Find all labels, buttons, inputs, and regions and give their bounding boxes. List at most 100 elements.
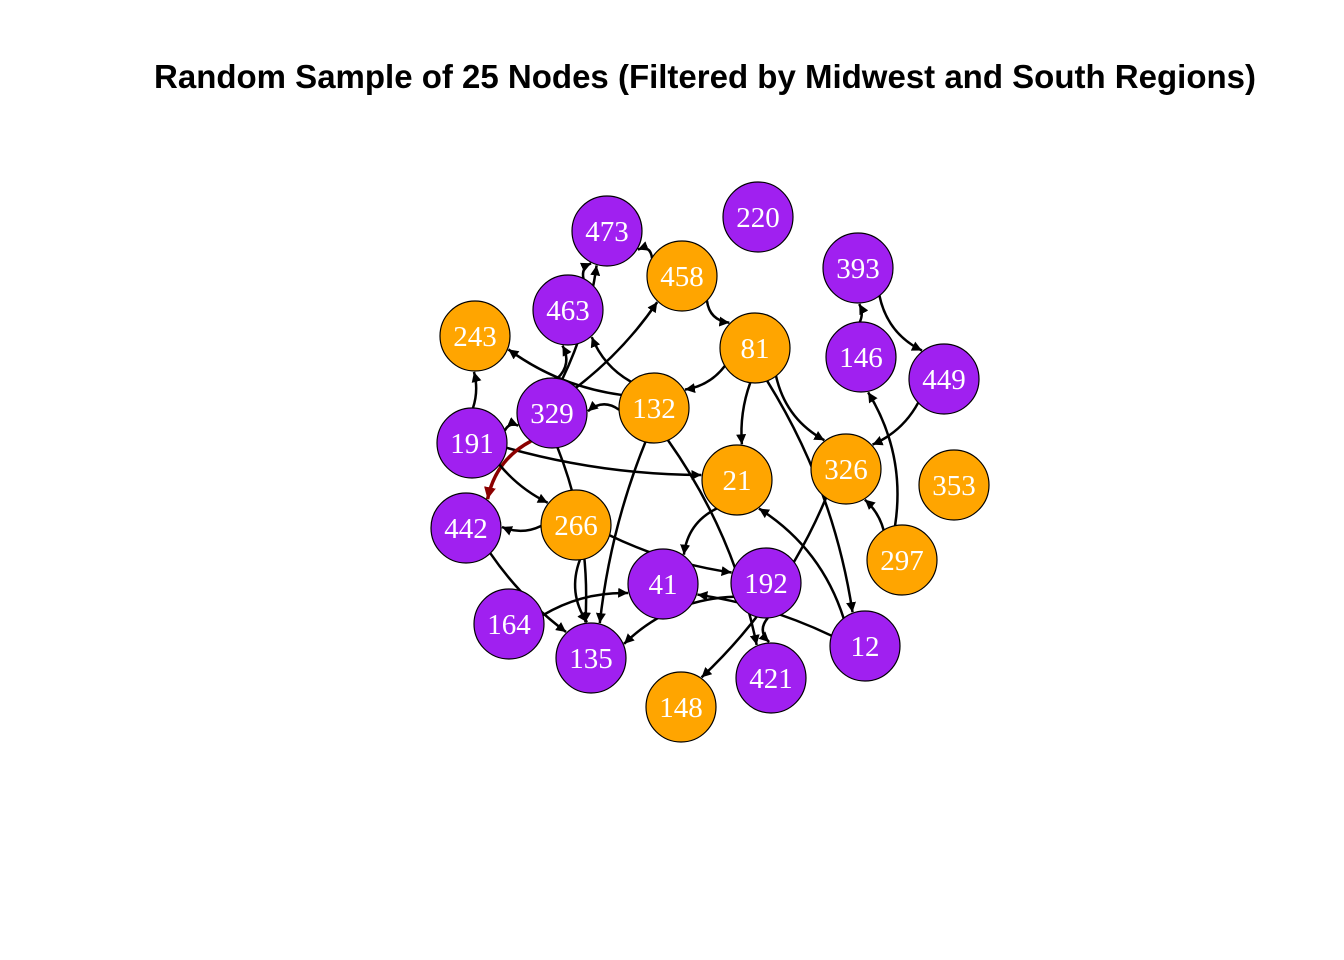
node-12: 12 — [829, 610, 901, 682]
node-label-353: 353 — [932, 470, 976, 502]
node-132: 132 — [618, 372, 690, 444]
node-label-220: 220 — [736, 202, 780, 234]
node-circle-148 — [645, 671, 717, 743]
edge-297-to-326 — [864, 498, 885, 531]
node-label-21: 21 — [723, 465, 752, 497]
node-circle-297 — [866, 524, 938, 596]
node-circle-192 — [730, 547, 802, 619]
node-circle-393 — [822, 232, 894, 304]
node-label-12: 12 — [851, 631, 880, 663]
edge-191-to-329 — [503, 417, 519, 432]
edge-21-to-41 — [680, 507, 718, 555]
edge-81-to-21 — [736, 382, 752, 445]
node-circle-329 — [516, 377, 588, 449]
node-label-81: 81 — [741, 333, 770, 365]
node-circle-164 — [473, 588, 545, 660]
edges-layer — [471, 241, 923, 679]
node-circle-449 — [908, 343, 980, 415]
edge-393-to-449 — [878, 295, 923, 352]
node-label-326: 326 — [824, 454, 868, 486]
edge-329-to-463 — [556, 344, 572, 380]
node-329: 329 — [516, 377, 588, 449]
edge-297-to-146 — [867, 391, 899, 526]
node-circle-326 — [810, 433, 882, 505]
node-circle-146 — [825, 321, 897, 393]
node-circle-243 — [439, 300, 511, 372]
node-266: 266 — [540, 489, 612, 561]
node-220: 220 — [722, 181, 794, 253]
node-circle-463 — [532, 274, 604, 346]
node-353: 353 — [918, 449, 990, 521]
node-81: 81 — [719, 312, 791, 384]
node-circle-191 — [436, 407, 508, 479]
chart-title: Random Sample of 25 Nodes (Filtered by M… — [154, 58, 1256, 95]
node-circle-473 — [571, 195, 643, 267]
node-label-266: 266 — [554, 510, 598, 542]
edge-463-to-473 — [579, 262, 592, 279]
node-393: 393 — [822, 232, 894, 304]
node-circle-21 — [701, 444, 773, 516]
node-243: 243 — [439, 300, 511, 372]
edge-191-to-21 — [506, 446, 702, 480]
node-label-41: 41 — [649, 569, 678, 601]
node-circle-41 — [627, 548, 699, 620]
node-label-132: 132 — [632, 393, 676, 425]
node-146: 146 — [825, 321, 897, 393]
node-circle-81 — [719, 312, 791, 384]
node-473: 473 — [571, 195, 643, 267]
edge-458-to-81 — [705, 300, 730, 327]
node-circle-266 — [540, 489, 612, 561]
edge-132-to-329 — [587, 400, 620, 413]
edge-132-to-135 — [595, 441, 647, 624]
node-191: 191 — [436, 407, 508, 479]
node-circle-220 — [722, 181, 794, 253]
node-326: 326 — [810, 433, 882, 505]
edge-81-to-132 — [684, 365, 726, 394]
node-label-329: 329 — [530, 398, 574, 430]
edge-458-to-473 — [637, 241, 654, 259]
node-label-164: 164 — [487, 609, 531, 641]
nodes-layer: 473 220 458 393 463 243 81 146 449 329 132 191 21 326… — [430, 181, 990, 743]
node-circle-442 — [430, 492, 502, 564]
node-circle-421 — [735, 642, 807, 714]
edge-192-to-421 — [758, 617, 771, 643]
node-circle-458 — [646, 240, 718, 312]
node-circle-353 — [918, 449, 990, 521]
node-label-191: 191 — [450, 428, 494, 460]
edge-146-to-393 — [858, 303, 869, 323]
node-label-463: 463 — [546, 295, 590, 327]
node-442: 442 — [430, 492, 502, 564]
node-458: 458 — [646, 240, 718, 312]
node-label-473: 473 — [585, 216, 629, 248]
node-circle-12 — [829, 610, 901, 682]
node-164: 164 — [473, 588, 545, 660]
node-192: 192 — [730, 547, 802, 619]
node-label-458: 458 — [660, 261, 704, 293]
node-label-297: 297 — [880, 545, 924, 577]
edge-132-to-421 — [666, 439, 760, 646]
node-label-393: 393 — [836, 253, 880, 285]
node-148: 148 — [645, 671, 717, 743]
node-421: 421 — [735, 642, 807, 714]
edge-329-to-442 — [484, 439, 532, 500]
node-label-148: 148 — [659, 692, 703, 724]
node-449: 449 — [908, 343, 980, 415]
node-circle-135 — [555, 622, 627, 694]
edge-12-to-21 — [758, 507, 845, 619]
edge-164-to-41 — [542, 587, 629, 617]
node-label-135: 135 — [569, 643, 613, 675]
node-label-146: 146 — [839, 342, 883, 374]
edge-132-to-463 — [590, 336, 632, 383]
node-label-243: 243 — [453, 321, 497, 353]
node-label-421: 421 — [749, 663, 793, 695]
node-463: 463 — [532, 274, 604, 346]
edge-449-to-326 — [872, 402, 920, 446]
node-label-442: 442 — [444, 513, 488, 545]
node-41: 41 — [627, 548, 699, 620]
node-circle-132 — [618, 372, 690, 444]
edge-191-to-243 — [471, 371, 482, 409]
node-21: 21 — [701, 444, 773, 516]
edge-329-to-458 — [575, 301, 659, 389]
node-297: 297 — [866, 524, 938, 596]
